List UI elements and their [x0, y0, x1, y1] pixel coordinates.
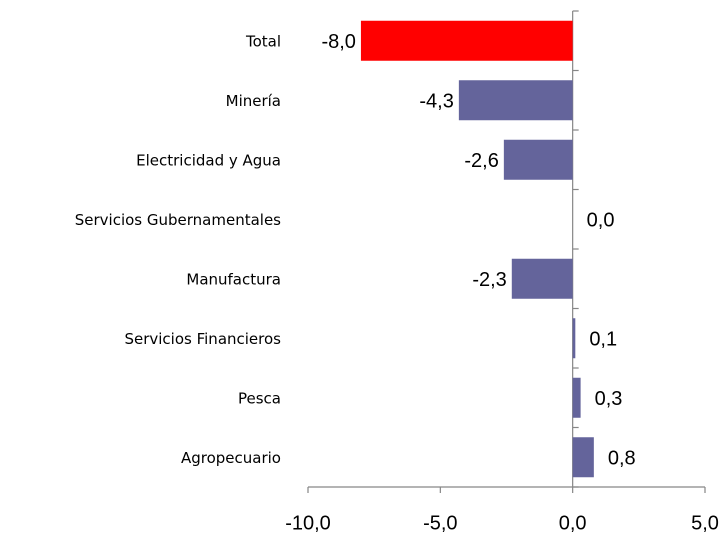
x-tick-label: 0,0	[559, 512, 587, 534]
value-label: 0,3	[595, 388, 623, 410]
value-label: -8,0	[321, 31, 355, 53]
value-label: -2,6	[464, 150, 498, 172]
bar	[572, 437, 594, 478]
category-label: Electricidad y Agua	[136, 151, 281, 169]
x-tick-label: -5,0	[423, 512, 457, 534]
category-label: Agropecuario	[181, 449, 281, 467]
x-tick-label: 5,0	[691, 512, 719, 534]
bar	[572, 318, 576, 359]
category-label: Minería	[226, 92, 281, 110]
category-label: Servicios Gubernamentales	[75, 211, 281, 229]
category-label: Servicios Financieros	[124, 330, 281, 348]
value-label: -4,3	[419, 91, 453, 113]
bar	[572, 377, 581, 418]
bar	[458, 80, 573, 121]
bar	[360, 20, 573, 61]
value-label: 0,8	[608, 448, 636, 470]
value-label: 0,0	[587, 210, 615, 232]
category-label: Manufactura	[186, 270, 281, 288]
value-label: 0,1	[589, 329, 617, 351]
bar	[503, 139, 573, 180]
category-label: Total	[245, 32, 281, 50]
category-label: Pesca	[238, 389, 281, 407]
bar	[511, 258, 573, 299]
x-tick-label: -10,0	[285, 512, 331, 534]
value-label: -2,3	[472, 269, 506, 291]
